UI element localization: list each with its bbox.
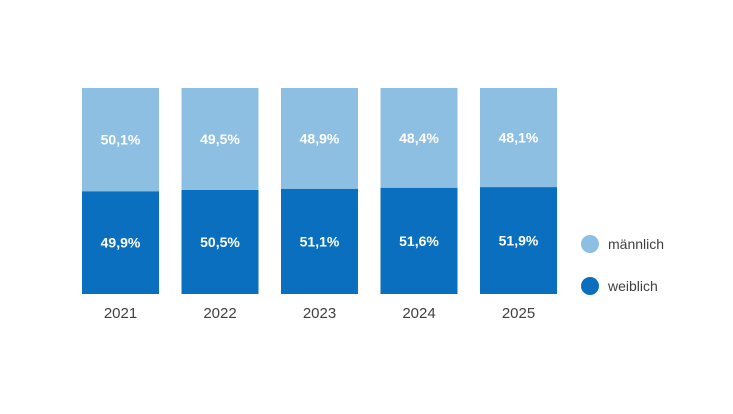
bar-maennlich-2022 (181, 88, 259, 190)
data-label-maennlich-2024: 48,4% (399, 130, 439, 146)
data-label-weiblich-2021: 49,9% (101, 235, 141, 251)
bar-maennlich-2021 (82, 88, 159, 192)
x-tick-label-2023: 2023 (303, 305, 336, 322)
data-label-weiblich-2024: 51,6% (399, 233, 439, 249)
x-tick-label-2022: 2022 (203, 305, 236, 322)
x-tick-label-2024: 2024 (402, 305, 435, 322)
legend: männlich weiblich (581, 235, 664, 295)
bar-weiblich-2021 (82, 191, 159, 294)
x-tick-label-2021: 2021 (104, 305, 137, 322)
bars-group (82, 88, 557, 294)
bar-labels-group: 49,9% 50,1% 50,5% 49,5% 51,1% 48,9% 51,6% 48,4%… (101, 130, 539, 251)
data-label-maennlich-2022: 49,5% (200, 131, 240, 147)
data-label-maennlich-2025: 48,1% (499, 130, 539, 146)
x-axis-ticks: 2021 2022 2023 2024 2025 (104, 305, 535, 322)
data-label-maennlich-2023: 48,9% (300, 130, 340, 146)
data-label-weiblich-2025: 51,9% (499, 233, 539, 249)
bar-weiblich-2025 (480, 187, 557, 294)
legend-label-maennlich: männlich (608, 236, 664, 252)
bar-maennlich-2024 (380, 88, 458, 188)
bar-weiblich-2024 (380, 187, 458, 294)
legend-marker-maennlich (581, 235, 599, 253)
bar-weiblich-2023 (281, 188, 358, 294)
data-label-maennlich-2021: 50,1% (101, 132, 141, 148)
data-label-weiblich-2022: 50,5% (200, 234, 240, 250)
legend-label-weiblich: weiblich (607, 278, 658, 294)
bar-weiblich-2022 (181, 189, 259, 294)
bar-maennlich-2025 (480, 88, 557, 188)
x-tick-label-2025: 2025 (502, 305, 535, 322)
bar-maennlich-2023 (281, 88, 358, 189)
data-label-weiblich-2023: 51,1% (300, 233, 340, 249)
legend-marker-weiblich (581, 277, 599, 295)
